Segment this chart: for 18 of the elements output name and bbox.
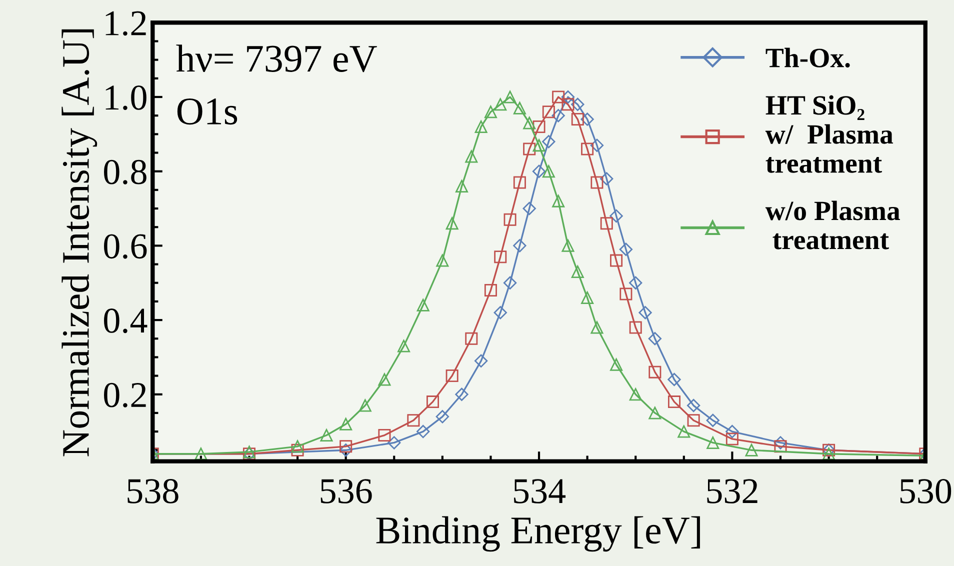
x-tick-label: 536	[320, 479, 372, 504]
x-axis-title: Binding Energy [eV]	[376, 516, 700, 552]
x-tick-label: 532	[707, 479, 758, 504]
legend-label: Th-Ox.	[766, 48, 850, 68]
y-tick-label: 1.0	[106, 86, 146, 110]
annotation: O1s	[177, 98, 238, 125]
y-axis-title: Normalized Intensity [A.U]	[62, 29, 98, 456]
legend-label: HT SiO₂ w/ Plasma treatment	[765, 95, 894, 173]
y-tick-label: 0.8	[104, 160, 146, 184]
y-tick-label: 0.2	[104, 382, 146, 408]
y-tick-label: 0.6	[104, 234, 147, 259]
y-tick-label: 0.4	[104, 308, 148, 334]
x-tick-label: 538	[128, 479, 178, 504]
x-tick-label: 534	[514, 479, 566, 504]
annotation: hν= 7397 eV	[176, 44, 377, 72]
x-tick-label: 530	[900, 479, 952, 504]
y-tick-label: 1.2	[106, 11, 146, 36]
legend-label: w/o Plasma treatment	[765, 200, 900, 250]
